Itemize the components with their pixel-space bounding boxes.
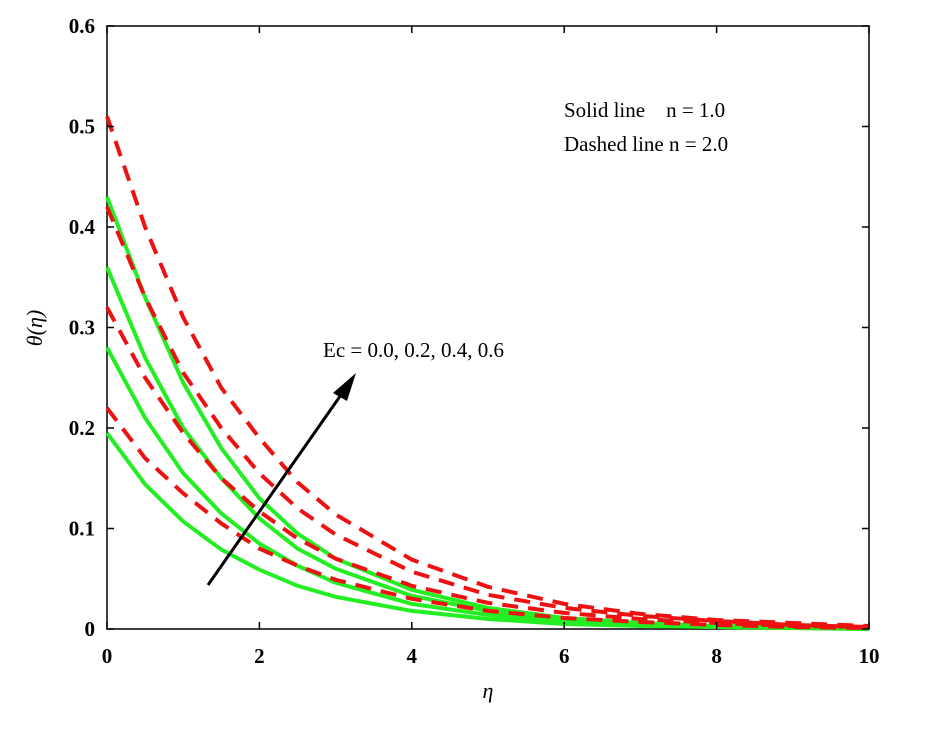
- x-tick-label: 10: [859, 644, 880, 668]
- y-axis-label: θ(η): [22, 310, 47, 346]
- x-tick-label: 6: [559, 644, 570, 668]
- y-tick-label: 0.6: [69, 14, 95, 38]
- x-tick-label: 0: [102, 644, 113, 668]
- x-axis-label: η: [483, 678, 494, 703]
- arrow: [206, 381, 352, 586]
- x-tick-label: 2: [254, 644, 265, 668]
- dashed-line: [105, 206, 870, 629]
- dashed-line: [105, 406, 870, 630]
- x-tick-label: 8: [711, 644, 722, 668]
- plot-frame: [106, 25, 870, 630]
- y-tick-label: 0.1: [69, 517, 95, 541]
- x-tick-label: 4: [407, 644, 418, 668]
- lines: [105, 115, 870, 631]
- annotation: Ec = 0.0, 0.2, 0.4, 0.6: [323, 338, 504, 362]
- y-tick-label: 0: [85, 617, 96, 641]
- arrow-head: [333, 373, 356, 401]
- dashed-line: [105, 306, 870, 629]
- y-tick-label: 0.4: [69, 215, 96, 239]
- annotation: Dashed line n = 2.0: [564, 132, 728, 156]
- y-tick-label: 0.5: [69, 115, 95, 139]
- y-tick-label: 0.3: [69, 316, 95, 340]
- annotation: Solid line n = 1.0: [564, 98, 725, 122]
- y-tick-label: 0.2: [69, 416, 95, 440]
